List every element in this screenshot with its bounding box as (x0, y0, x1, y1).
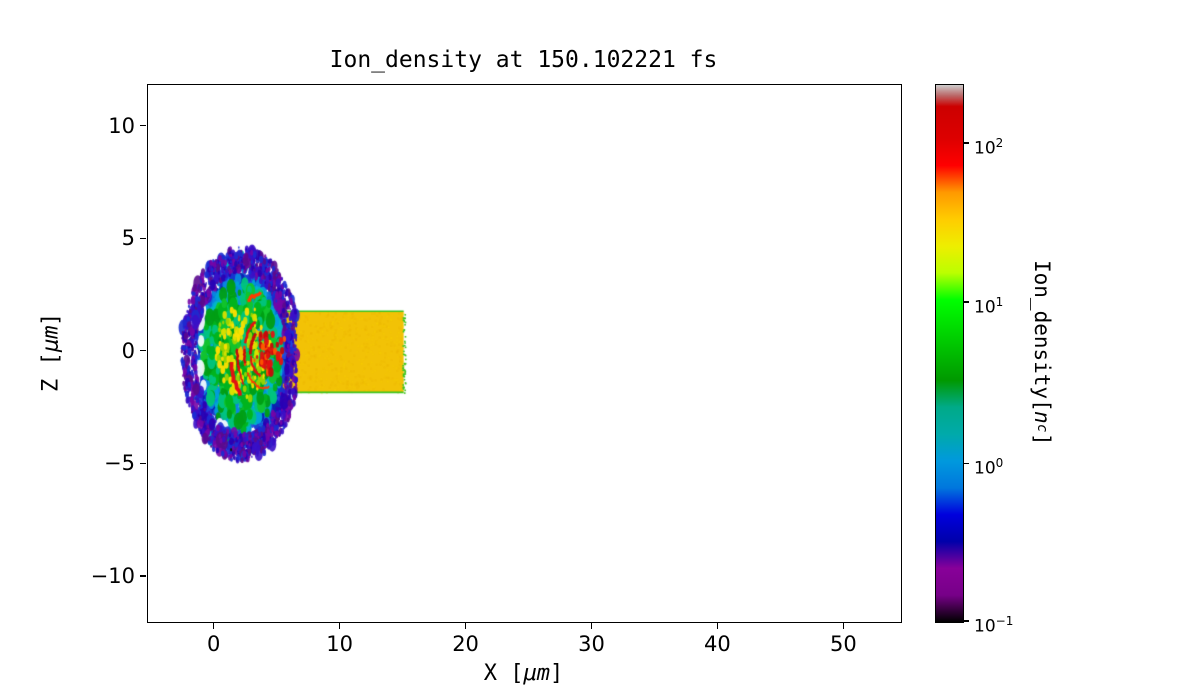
colorbar-label-suffix: ] (1030, 432, 1054, 446)
x-tick-label: 10 (326, 632, 354, 656)
colorbar-tick-mark (963, 620, 969, 622)
x-axis-label: X [μm] (147, 661, 900, 686)
colorbar-label-subscript: c (1034, 424, 1050, 433)
x-tick-label: 0 (207, 632, 221, 656)
plot-title: Ion_density at 150.102221 fs (329, 47, 718, 73)
x-tick-mark (716, 623, 718, 629)
x-axis-label-suffix: ] (550, 661, 564, 686)
y-axis-label-suffix: ] (38, 312, 64, 326)
y-tick-mark (140, 350, 146, 352)
colorbar-tick-mark (963, 462, 969, 464)
colorbar-tick-mark (963, 301, 969, 303)
x-axis-label-prefix: X [ (483, 661, 524, 686)
x-tick-mark (464, 623, 467, 629)
y-tick-label: 10 (108, 113, 135, 138)
colorbar-tick-label: 10−1 (974, 614, 1014, 637)
y-axis-label-prefix: Z [ (38, 352, 64, 393)
ion-density-heatmap (148, 85, 901, 622)
colorbar (935, 84, 964, 623)
x-tick-label: 30 (578, 632, 605, 656)
y-tick-label: 0 (121, 338, 135, 363)
x-tick-label: 20 (452, 632, 479, 656)
x-axis-label-math: μm (523, 661, 551, 686)
colorbar-label-math: n (1030, 411, 1054, 425)
x-tick-mark (842, 623, 844, 629)
plot-area (147, 84, 902, 623)
y-tick-label: 5 (121, 226, 135, 251)
y-axis-label: Z [μm] (34, 84, 68, 621)
x-tick-label: 50 (829, 632, 857, 656)
y-tick-mark (140, 125, 146, 127)
x-tick-mark (213, 623, 215, 629)
y-tick-mark (140, 237, 146, 239)
colorbar-tick-label: 100 (974, 456, 1004, 479)
y-tick-label: −10 (90, 563, 135, 588)
colorbar-tick-mark (963, 142, 969, 144)
y-axis-label-math: μm (38, 326, 64, 353)
y-tick-mark (140, 575, 146, 577)
colorbar-label-prefix: Ion_density[ (1030, 259, 1054, 412)
x-tick-mark (339, 623, 341, 629)
x-tick-mark (590, 623, 593, 629)
colorbar-tick-label: 101 (974, 295, 1004, 318)
colorbar-label: Ion_density[n c] (1022, 84, 1062, 621)
y-tick-mark (140, 462, 146, 464)
colorbar-tick-label: 102 (974, 136, 1004, 159)
y-tick-label: −5 (104, 451, 135, 476)
x-tick-label: 40 (704, 632, 731, 656)
